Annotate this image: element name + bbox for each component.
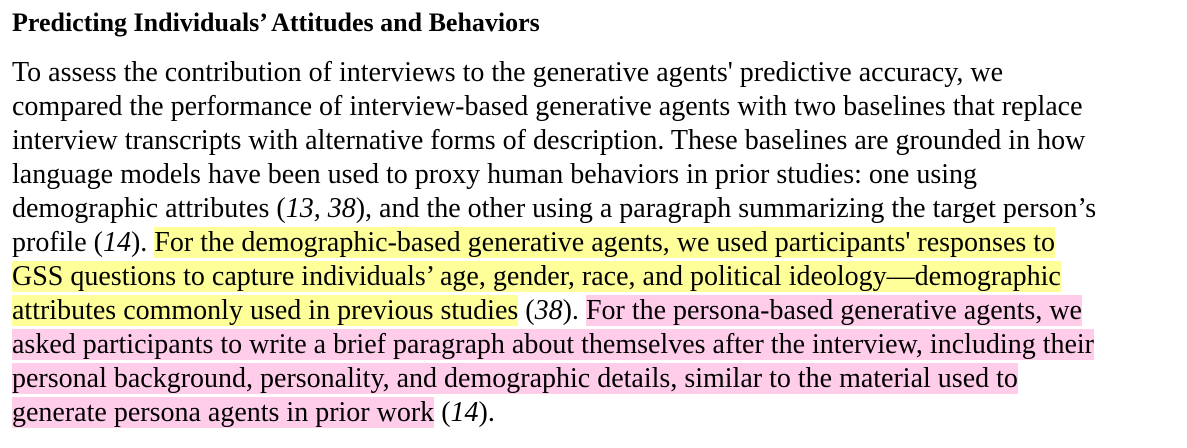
text-span: ), and the other using a paragraph summa… xyxy=(355,193,1097,224)
yellow-highlight: attributes commonly used in previous stu… xyxy=(12,295,519,326)
citation-link[interactable]: 38 xyxy=(534,295,563,326)
text-span: ). xyxy=(562,295,586,326)
paragraph-line-11: generate persona agents in prior work (1… xyxy=(12,396,495,430)
text-span: ). xyxy=(478,397,495,428)
text-span: profile ( xyxy=(12,227,103,258)
paragraph-line-8: attributes commonly used in previous stu… xyxy=(12,294,1082,328)
text-span: ). xyxy=(130,227,155,258)
paragraph-line-10: personal background, personality, and de… xyxy=(12,362,1018,396)
paragraph-line-5: demographic attributes (13, 38), and the… xyxy=(12,192,1096,226)
paragraph-line-2: compared the performance of interview-ba… xyxy=(12,90,1083,124)
paragraph-line-4: language models have been used to proxy … xyxy=(12,158,977,192)
pink-highlight: generate persona agents in prior work xyxy=(12,397,435,428)
text-span: ( xyxy=(434,397,451,428)
yellow-highlight: GSS questions to capture individuals’ ag… xyxy=(12,261,1061,292)
citation-link[interactable]: 14 xyxy=(102,227,131,258)
text-span: demographic attributes ( xyxy=(12,193,286,224)
citation-link[interactable]: 13, 38 xyxy=(285,193,356,224)
yellow-highlight: For the demographic-based generative age… xyxy=(154,227,1056,258)
body-paragraph: To assess the contribution of interviews… xyxy=(12,56,1182,436)
text-span: compared the performance of interview-ba… xyxy=(12,91,1083,122)
pink-highlight: personal background, personality, and de… xyxy=(12,363,1018,394)
text-span: ( xyxy=(518,295,535,326)
text-span: interview transcripts with alternative f… xyxy=(12,125,1086,156)
text-span: To assess the contribution of interviews… xyxy=(12,57,1004,88)
pink-highlight: asked participants to write a brief para… xyxy=(12,329,1095,360)
paragraph-line-6: profile (14). For the demographic-based … xyxy=(12,226,1056,260)
paragraph-line-9: asked participants to write a brief para… xyxy=(12,328,1095,362)
paragraph-line-3: interview transcripts with alternative f… xyxy=(12,124,1085,158)
text-span: language models have been used to proxy … xyxy=(12,159,978,190)
paper-page: Predicting Individuals’ Attitudes and Be… xyxy=(12,0,1182,436)
section-heading: Predicting Individuals’ Attitudes and Be… xyxy=(12,8,540,37)
paragraph-line-7: GSS questions to capture individuals’ ag… xyxy=(12,260,1061,294)
paragraph-line-1: To assess the contribution of interviews… xyxy=(12,56,1003,90)
pink-highlight: For the persona-based generative agents,… xyxy=(585,295,1082,326)
citation-link[interactable]: 14 xyxy=(450,397,479,428)
